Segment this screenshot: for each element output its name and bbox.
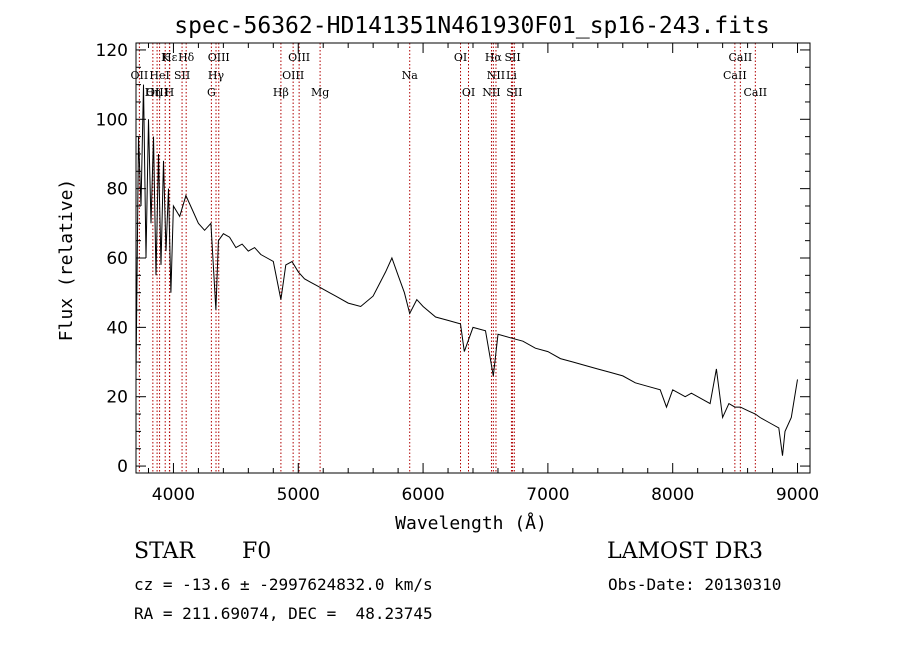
x-tick-label: 4000 [152, 485, 195, 505]
x-tick-label: 5000 [277, 485, 320, 505]
line-marker-label: OI [462, 86, 475, 99]
line-marker-label: NII [482, 86, 500, 99]
line-marker-label: Hε [162, 51, 178, 64]
line-markers [138, 43, 756, 473]
line-marker-label: OII [131, 69, 149, 82]
line-marker-label: H [165, 86, 175, 99]
line-marker-label: Na [402, 69, 419, 82]
line-marker-label: OIII [146, 86, 168, 99]
x-axis-label: Wavelength (Å) [395, 512, 547, 534]
line-marker-label: HeI [149, 69, 169, 82]
line-marker-label: OI [454, 51, 467, 64]
ra-dec-line: RA = 211.69074, DEC = 48.23745 [134, 604, 433, 623]
y-tick-label: 80 [106, 180, 128, 200]
line-marker-label: SII [506, 86, 522, 99]
x-tick-label: 9000 [776, 485, 819, 505]
obs-date: Obs-Date: 20130310 [608, 575, 782, 594]
line-marker-label: Hβ [273, 86, 289, 99]
line-marker-label: SII [504, 51, 520, 64]
x-axis: 4000 5000 6000 7000 8000 9000 [147, 43, 819, 505]
y-tick-label: 120 [96, 41, 128, 61]
y-axis: 0 20 40 60 80 100 120 [96, 41, 810, 477]
redshift-line: cz = -13.6 ± -2997624832.0 km/s [134, 575, 433, 594]
x-tick-label: 7000 [526, 485, 569, 505]
line-marker-label: OIII [282, 69, 304, 82]
line-marker-label: Li [506, 69, 517, 82]
chart-title: spec-56362-HD141351N461930F01_sp16-243.f… [174, 13, 769, 39]
y-tick-label: 0 [117, 457, 128, 477]
x-tick-label: 6000 [401, 485, 444, 505]
y-tick-label: 20 [106, 388, 128, 408]
survey-name: LAMOST DR3 [607, 539, 763, 564]
y-axis-label: Flux (relative) [56, 179, 77, 342]
line-marker-label: CaII [743, 86, 767, 99]
line-marker-label: Hγ [208, 69, 225, 82]
line-marker-label: G [207, 86, 216, 99]
line-marker-label: Hα [485, 51, 503, 64]
object-class: STAR [134, 539, 195, 564]
line-marker-label: OIII [208, 51, 230, 64]
line-marker-label: SII [174, 69, 190, 82]
object-subclass: F0 [242, 539, 272, 564]
y-tick-label: 100 [96, 110, 128, 130]
line-marker-label: Mg [311, 86, 329, 99]
line-marker-label: CaII [729, 51, 753, 64]
line-marker-label: OIII [288, 51, 310, 64]
flux-line [135, 84, 798, 456]
plot-frame [135, 42, 811, 474]
line-marker-label: Hδ [178, 51, 195, 64]
line-marker-label: Hη [145, 86, 161, 99]
y-tick-label: 40 [106, 318, 128, 338]
x-tick-label: 8000 [651, 485, 694, 505]
spectrum-chart: spec-56362-HD141351N461930F01_sp16-243.f… [56, 13, 819, 534]
y-tick-label: 60 [106, 249, 128, 269]
line-marker-label: K [161, 51, 170, 64]
line-marker-label: NII [487, 69, 505, 82]
line-marker-label: CaII [723, 69, 747, 82]
